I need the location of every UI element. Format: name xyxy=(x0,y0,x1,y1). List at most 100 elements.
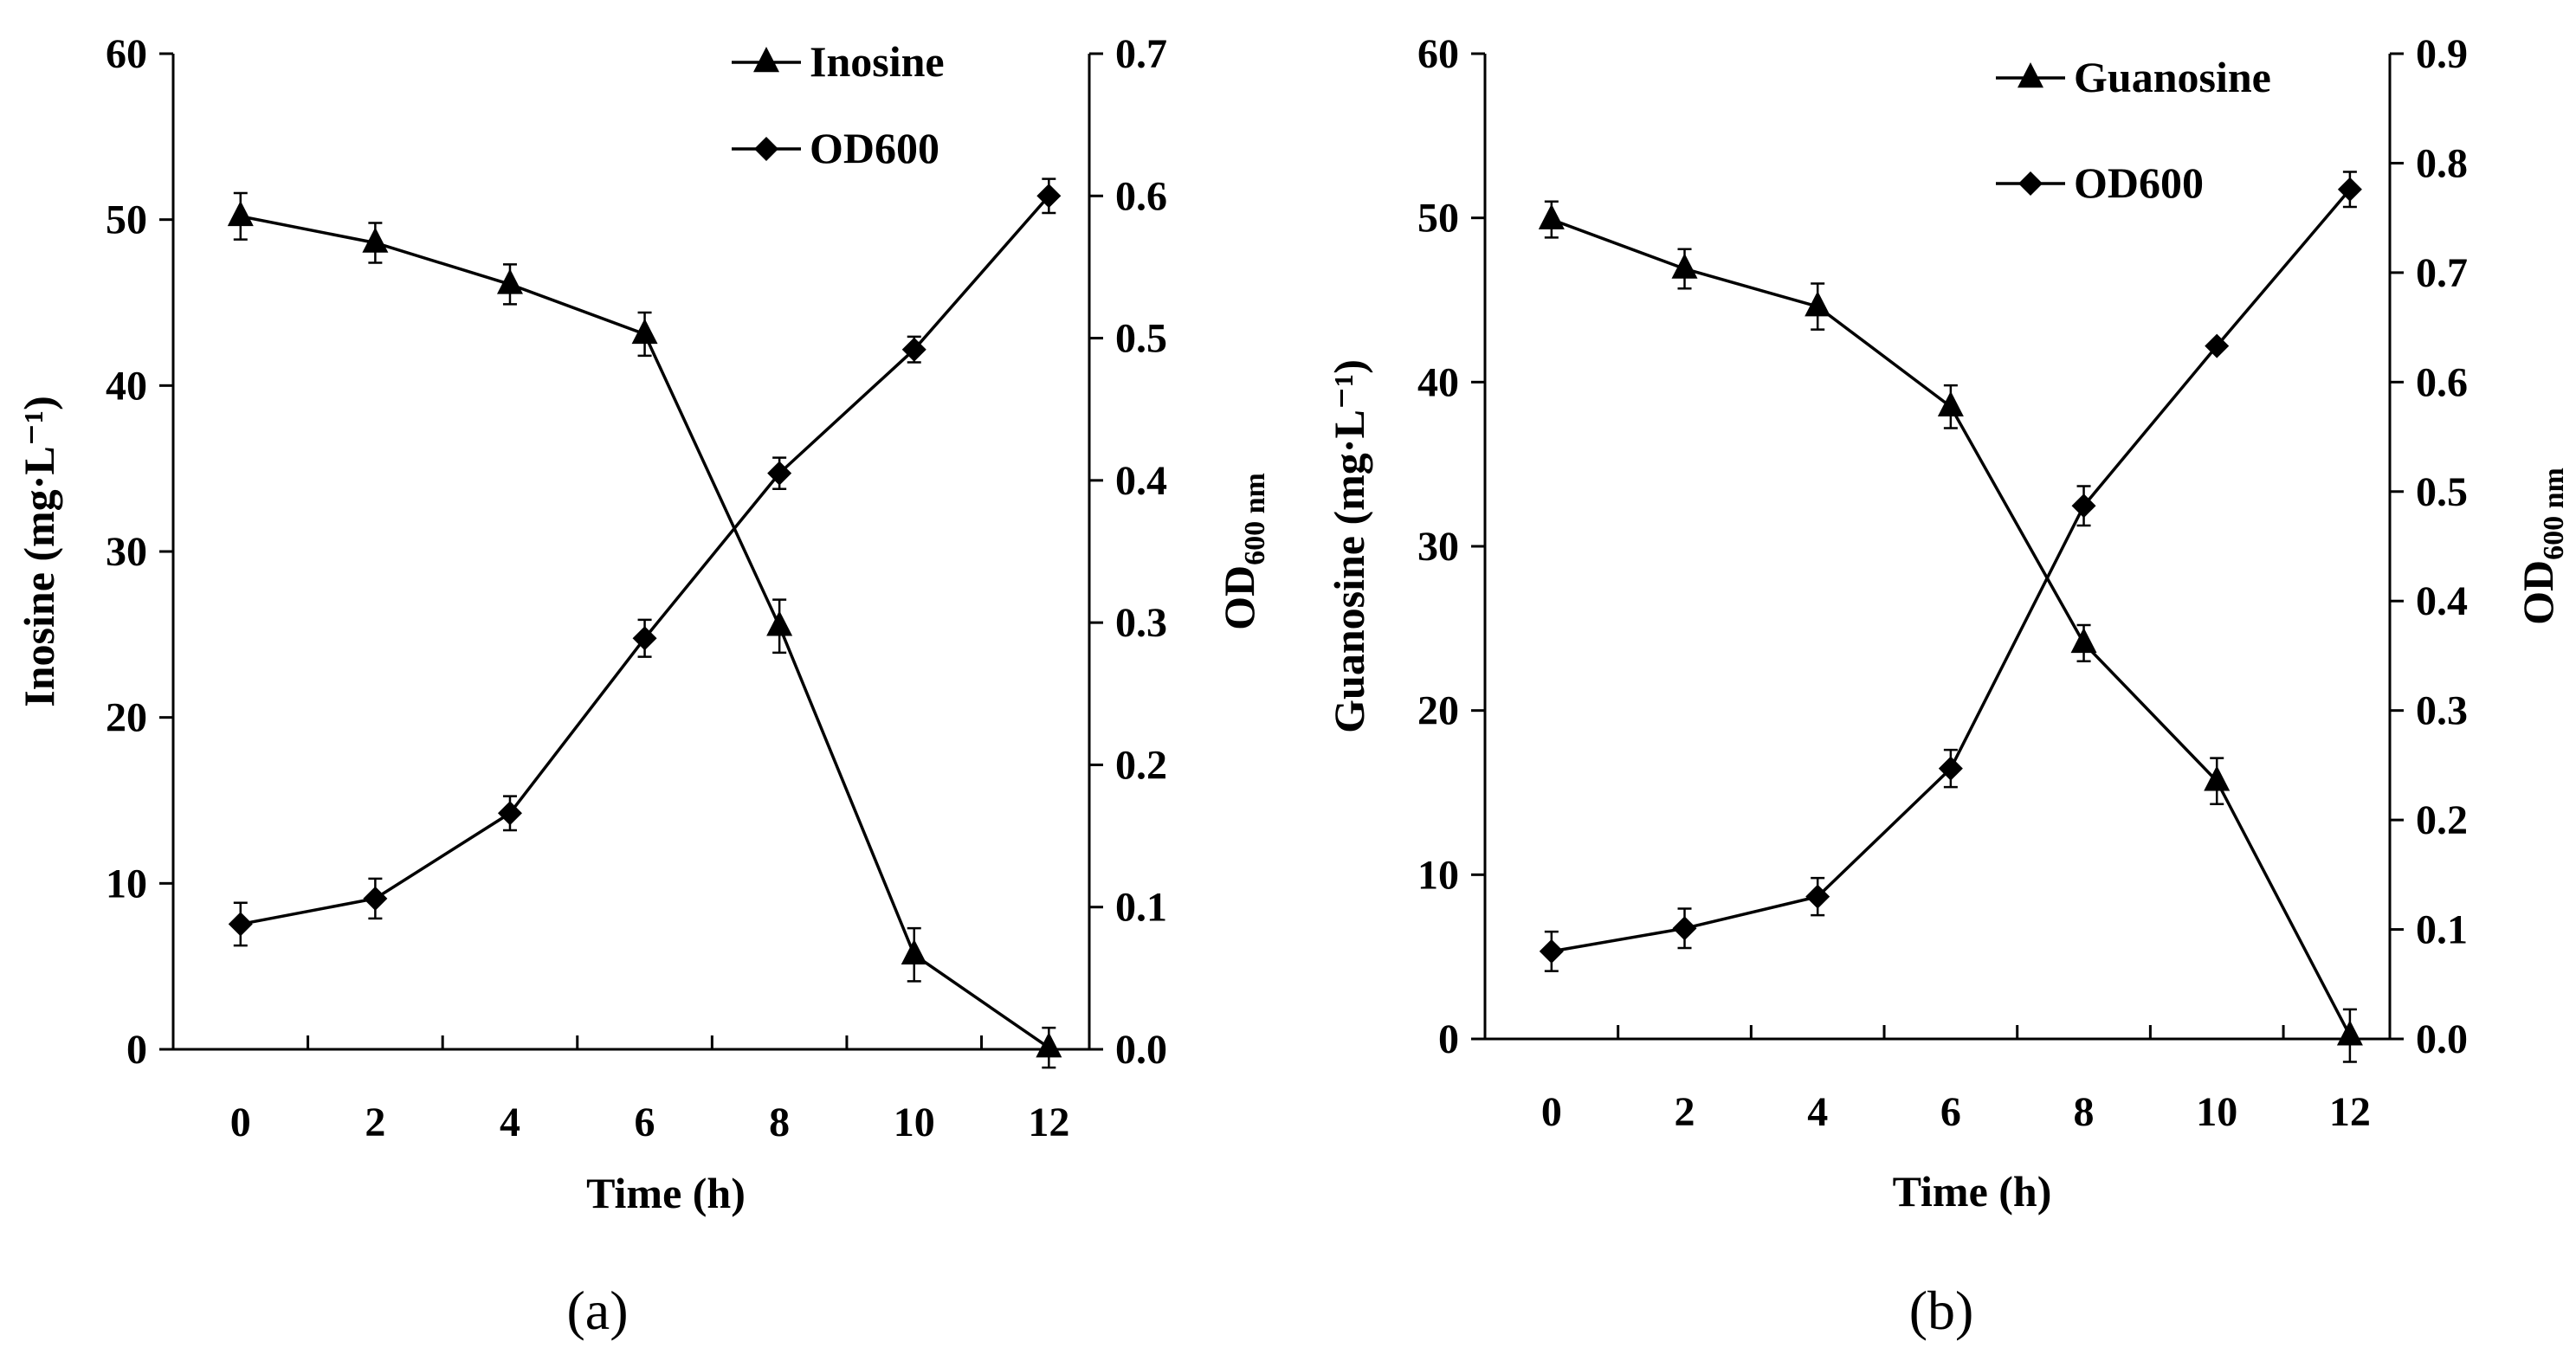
y2-axis-title-subscript: 600 nm xyxy=(1239,473,1271,565)
data-point xyxy=(496,268,523,294)
panel-label: (a) xyxy=(566,1280,628,1341)
x-tick-label: 6 xyxy=(1940,1089,1961,1135)
y-tick-label: 60 xyxy=(106,31,147,77)
x-tick-label: 6 xyxy=(635,1100,655,1145)
data-point xyxy=(1538,203,1565,229)
x-tick-label: 2 xyxy=(1675,1089,1695,1135)
data-point xyxy=(2336,1020,2363,1046)
data-point xyxy=(901,938,927,964)
data-point xyxy=(631,318,658,345)
y-tick-label: 0 xyxy=(126,1027,147,1073)
data-point xyxy=(1938,756,1963,781)
y2-axis-title-main: OD xyxy=(2514,560,2562,625)
data-point xyxy=(1672,916,1697,941)
y2-tick-label: 0.3 xyxy=(2416,688,2468,734)
y-axis-title: Guanosine (mg·L⁻¹) xyxy=(1325,359,1373,733)
series-inosine xyxy=(227,191,1062,1069)
x-tick-label: 8 xyxy=(2074,1089,2095,1135)
y2-tick-label: 0.1 xyxy=(1115,885,1167,931)
y-tick-label: 20 xyxy=(1417,688,1459,734)
y2-tick-label: 0.7 xyxy=(1115,31,1167,77)
y2-tick-label: 0.5 xyxy=(2416,469,2468,515)
y2-tick-label: 0.2 xyxy=(2416,797,2468,843)
data-point xyxy=(362,227,389,253)
y2-tick-label: 0.4 xyxy=(2416,578,2468,624)
y-tick-label: 20 xyxy=(106,695,147,741)
data-point xyxy=(2205,333,2230,358)
data-point xyxy=(497,801,522,826)
series-guanosine xyxy=(1538,200,2363,1063)
legend-label: Inosine xyxy=(810,37,945,86)
data-point xyxy=(632,626,657,651)
series-line xyxy=(1551,188,2352,953)
data-point xyxy=(2071,493,2096,519)
data-point xyxy=(1036,184,1062,209)
data-point xyxy=(767,461,792,486)
y2-tick-label: 0.2 xyxy=(1115,742,1167,788)
x-tick-label: 8 xyxy=(769,1100,790,1145)
data-point xyxy=(1804,291,1831,317)
y-tick-label: 50 xyxy=(1417,196,1459,242)
x-tick-label: 0 xyxy=(1541,1089,1562,1135)
series-od600 xyxy=(228,177,1062,947)
y2-tick-label: 0.9 xyxy=(2416,31,2468,77)
y2-axis-title: OD600 nm xyxy=(2514,468,2570,625)
y-tick-label: 60 xyxy=(1417,31,1459,77)
y2-tick-label: 0.1 xyxy=(2416,907,2468,953)
data-point xyxy=(227,200,254,227)
data-point xyxy=(1805,884,1830,909)
series-line xyxy=(240,195,1050,926)
x-axis-title: Time (h) xyxy=(1893,1167,2052,1216)
data-point xyxy=(1539,938,1564,964)
x-tick-label: 0 xyxy=(230,1100,251,1145)
x-tick-label: 10 xyxy=(2196,1089,2237,1135)
panel-b-chart: 01020304050600.00.10.20.30.40.50.60.70.8… xyxy=(1325,31,2570,1341)
y-tick-label: 30 xyxy=(106,529,147,575)
data-point xyxy=(2204,765,2231,791)
y-tick-label: 0 xyxy=(1438,1016,1459,1062)
x-tick-label: 2 xyxy=(365,1100,385,1145)
y2-axis-title: OD600 nm xyxy=(1215,473,1271,630)
legend-marker xyxy=(754,137,778,161)
y-tick-label: 50 xyxy=(106,197,147,243)
legend-marker xyxy=(2018,171,2043,196)
data-point xyxy=(766,610,793,636)
series-line xyxy=(1551,217,2352,1037)
legend-label: OD600 xyxy=(810,124,939,172)
y-tick-label: 30 xyxy=(1417,524,1459,570)
legend-label: Guanosine xyxy=(2074,53,2271,101)
data-point xyxy=(363,886,388,911)
data-point xyxy=(2070,627,2097,654)
x-tick-label: 4 xyxy=(500,1100,520,1145)
legend-marker xyxy=(753,47,779,73)
data-point xyxy=(1671,253,1698,279)
y2-tick-label: 0.8 xyxy=(2416,140,2468,186)
y2-axis-title-subscript: 600 nm xyxy=(2538,468,2570,560)
y2-tick-label: 0.5 xyxy=(1115,316,1167,362)
panel-a-chart: 0 10 20 30 40 50 60 0.0 0.1 0.2 0.3 0.4 0.5 0.6 0.7 0 2 4… xyxy=(15,31,1271,1341)
y2-tick-label: 0.7 xyxy=(2416,250,2468,296)
y-tick-label: 10 xyxy=(1417,852,1459,898)
y2-tick-label: 0.6 xyxy=(2416,359,2468,405)
y-axis-title: Inosine (mg·L⁻¹) xyxy=(15,396,63,706)
panel-label: (b) xyxy=(1909,1280,1974,1341)
data-point xyxy=(228,912,253,937)
legend-label: OD600 xyxy=(2074,158,2204,207)
data-point xyxy=(1036,1032,1062,1058)
y2-tick-label: 0.0 xyxy=(1115,1027,1167,1073)
x-tick-label: 12 xyxy=(1028,1100,1069,1145)
series-od600 xyxy=(1539,171,2362,972)
y-tick-label: 40 xyxy=(106,363,147,409)
x-tick-label: 10 xyxy=(894,1100,935,1145)
y-tick-label: 40 xyxy=(1417,359,1459,405)
data-point xyxy=(1937,390,1964,417)
y2-axis-title-main: OD xyxy=(1215,565,1263,630)
y2-tick-label: 0.4 xyxy=(1115,458,1167,504)
x-tick-label: 4 xyxy=(1807,1089,1828,1135)
data-point xyxy=(901,337,926,362)
y2-tick-label: 0.6 xyxy=(1115,173,1167,219)
y-tick-label: 10 xyxy=(106,861,147,906)
y2-tick-label: 0.3 xyxy=(1115,600,1167,646)
y2-tick-label: 0.0 xyxy=(2416,1016,2468,1062)
